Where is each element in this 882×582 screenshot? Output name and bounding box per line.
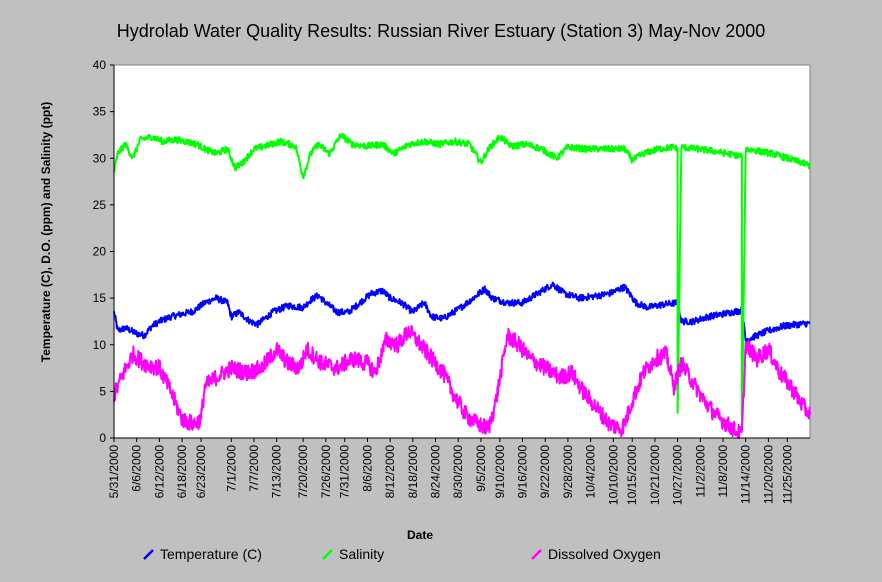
y-tick-label: 35 [93, 105, 107, 119]
y-tick-label: 5 [99, 384, 106, 398]
y-tick-label: 40 [93, 58, 107, 72]
x-tick-label: 9/5/2000 [474, 445, 488, 492]
y-tick-label: 10 [93, 338, 107, 352]
x-tick-label: 6/23/2000 [194, 445, 208, 499]
plot-area [113, 64, 811, 439]
x-tick-label: 9/28/2000 [561, 445, 575, 499]
x-tick-label: 10/21/2000 [648, 445, 662, 505]
legend-label-2: Dissolved Oxygen [548, 546, 661, 562]
chart-title: Hydrolab Water Quality Results: Russian … [117, 21, 766, 41]
legend-swatch-2 [531, 549, 542, 560]
x-tick-label: 11/20/2000 [761, 445, 775, 504]
series-layer [113, 132, 811, 439]
x-tick-label: 11/14/2000 [739, 445, 753, 504]
y-tick-label: 30 [93, 151, 107, 165]
x-tick-label: 7/20/2000 [296, 445, 310, 499]
y-axis-ticks: 0 5 10 15 20 25 30 35 40 [93, 58, 114, 445]
x-axis-label: Date [407, 528, 433, 542]
legend-swatch-0 [143, 549, 154, 560]
legend-swatch-1 [322, 549, 333, 560]
x-tick-label: 9/22/2000 [538, 445, 552, 499]
x-tick-label: 6/12/2000 [152, 445, 166, 499]
legend-label-1: Salinity [339, 546, 384, 562]
x-tick-label: 5/31/2000 [107, 445, 121, 499]
y-tick-label: 15 [93, 291, 107, 305]
x-tick-label: 7/31/2000 [338, 445, 352, 499]
series-line-1 [113, 132, 811, 433]
x-tick-label: 10/15/2000 [625, 445, 639, 505]
y-tick-label: 25 [93, 198, 107, 212]
series-line-0 [113, 281, 811, 344]
legend-label-0: Temperature (C) [160, 546, 262, 562]
x-tick-label: 7/7/2000 [247, 445, 261, 492]
x-tick-label: 8/24/2000 [429, 445, 443, 499]
x-tick-label: 6/18/2000 [175, 445, 189, 499]
x-tick-label: 7/26/2000 [319, 445, 333, 499]
x-tick-label: 11/25/2000 [780, 445, 794, 504]
x-tick-label: 8/6/2000 [360, 445, 374, 492]
x-tick-label: 6/6/2000 [130, 445, 144, 492]
x-tick-label: 8/12/2000 [383, 445, 397, 499]
x-tick-label: 8/30/2000 [451, 445, 465, 499]
x-tick-label: 7/13/2000 [270, 445, 284, 499]
x-tick-label: 10/10/2000 [606, 445, 620, 505]
x-axis-ticks: 5/31/2000 6/6/2000 6/12/2000 6/18/2000 6/23/… [107, 438, 794, 505]
x-tick-label: 7/1/2000 [224, 445, 238, 492]
legend: Temperature (C) Salinity Dissolved Oxygen [143, 546, 661, 562]
x-tick-label: 10/4/2000 [584, 445, 598, 499]
x-tick-label: 10/27/2000 [671, 445, 685, 505]
x-tick-label: 9/10/2000 [493, 445, 507, 499]
y-tick-label: 0 [99, 431, 106, 445]
x-tick-label: 11/2/2000 [693, 445, 707, 498]
x-tick-label: 8/18/2000 [406, 445, 420, 499]
x-tick-label: 11/8/2000 [716, 445, 730, 498]
series-line-2 [113, 324, 811, 439]
y-tick-label: 20 [93, 245, 107, 259]
x-tick-label: 9/16/2000 [516, 445, 530, 499]
y-axis-label: Temperature (C), D.O. (ppm) and Salinity… [39, 102, 53, 362]
